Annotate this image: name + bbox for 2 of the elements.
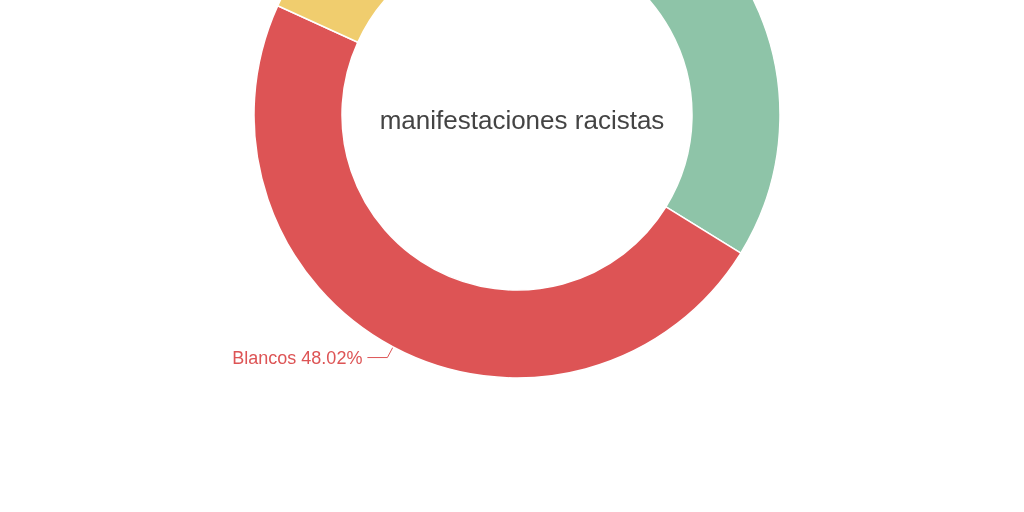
text: manifestaciones racistas (379, 105, 665, 135)
slice-label: Blancos 48.02% (232, 347, 363, 368)
